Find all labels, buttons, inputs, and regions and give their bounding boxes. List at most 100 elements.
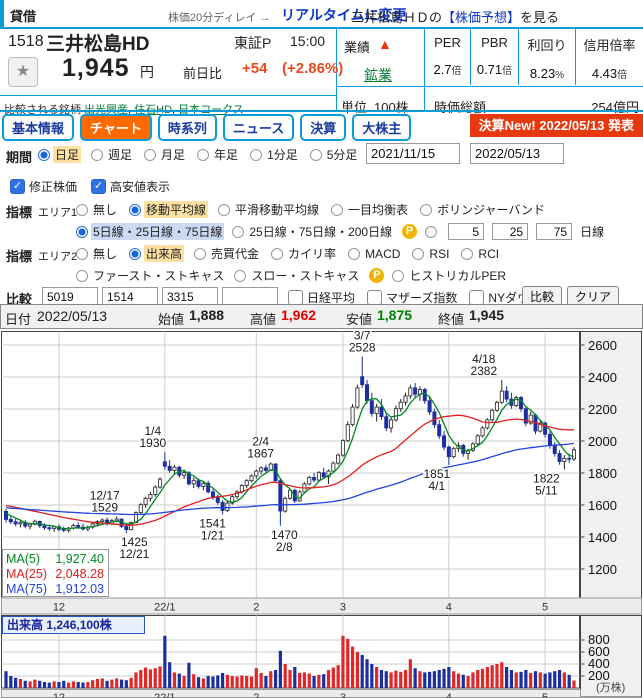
earnings-news-banner[interactable]: 決算New! 2022/05/13 発表 — [469, 114, 643, 137]
radio-ファースト・ストキャス[interactable]: ファースト・ストキャス — [76, 267, 226, 284]
tab-基本情報[interactable]: 基本情報 — [2, 114, 75, 141]
radio-無し[interactable]: 無し — [76, 201, 119, 218]
checkbox-NYダウ[interactable]: ✓NYダウ — [469, 289, 529, 306]
period-options: 日足 週足 月足 年足 1分足 5分足 — [38, 146, 359, 163]
checkbox-高安値表示[interactable]: ✓ 高安値表示 — [91, 178, 170, 195]
radio-circle-icon — [38, 148, 50, 161]
radio-1分足[interactable]: 1分足 — [250, 146, 300, 163]
radio-MACD[interactable]: MACD — [348, 247, 402, 261]
ohlc-bar: 日付 2022/05/13 始値 1,888 高値 1,962 安値 1,875… — [0, 304, 643, 329]
premium-icon: P — [402, 224, 418, 239]
compare-code-input-3[interactable] — [162, 287, 218, 306]
checkbox-日経平均[interactable]: ✓ 日経平均 — [288, 289, 355, 306]
checkbox-icon: ✓ — [288, 290, 303, 305]
radio-label: 週足 — [108, 148, 133, 162]
svg-text:800: 800 — [588, 632, 610, 647]
radio-circle-icon — [392, 269, 405, 282]
realtime-link[interactable]: リアルタイムに変更 — [281, 7, 407, 23]
radio-label: ファースト・ストキャス — [93, 269, 225, 283]
svg-text:1470: 1470 — [271, 528, 298, 542]
radio-label: 日足 — [53, 146, 82, 163]
time-label: 15:00 — [290, 33, 326, 49]
compare-code-input-4[interactable] — [222, 287, 278, 306]
tab-ニュース[interactable]: ニュース — [222, 114, 295, 141]
radio-label: ヒストリカルPER — [409, 269, 507, 283]
svg-text:1930: 1930 — [139, 436, 166, 450]
radio-ヒストリカルPER[interactable]: ヒストリカルPER — [392, 267, 508, 284]
radio-年足[interactable]: 年足 — [197, 146, 240, 163]
radio-スロー・ストキャス[interactable]: スロー・ストキャス — [234, 267, 361, 284]
checkbox-icon: ✓ — [469, 290, 485, 305]
radio-label: RSI — [429, 246, 450, 261]
radio-無し[interactable]: 無し — [76, 245, 119, 262]
svg-text:1400: 1400 — [588, 530, 617, 545]
radio-5分足[interactable]: 5分足 — [309, 146, 360, 163]
sector-link[interactable]: 鉱業 — [364, 67, 392, 83]
indicator-area1-label: エリア1 — [38, 207, 78, 219]
radio-月足[interactable]: 月足 — [144, 146, 187, 163]
date-to-input[interactable] — [470, 143, 564, 164]
radio-売買代金[interactable]: 売買代金 — [194, 245, 261, 262]
radio-circle-icon — [76, 203, 88, 216]
svg-text:200: 200 — [588, 668, 610, 683]
tab-大株主[interactable]: 大株主 — [352, 114, 412, 141]
radio-label: 出来高 — [144, 245, 185, 262]
radio-出来高[interactable]: 出来高 — [129, 245, 185, 262]
radio-circle-icon — [76, 225, 88, 238]
radio-circle-icon — [331, 203, 344, 216]
radio-circle-icon — [412, 247, 425, 260]
stat-PER: PER 2.7倍 — [425, 29, 471, 85]
stat-利回り: 利回り 8.23% — [519, 29, 576, 85]
radio-label: ボリンジャーバンド — [437, 203, 545, 217]
top-strip: 貸借 株価20分ディレイ → リアルタイムに変更 三井松島ＨＤの【株価予想】を見… — [0, 0, 643, 29]
svg-text:22/1: 22/1 — [154, 602, 175, 614]
ma-custom-input-2[interactable] — [492, 223, 529, 240]
clear-button[interactable]: クリア — [567, 286, 620, 307]
tab-チャート[interactable]: チャート — [80, 114, 152, 141]
svg-text:2600: 2600 — [588, 338, 617, 353]
stock-code: 1518 — [8, 33, 44, 50]
sector-perf-label: 業績 — [344, 40, 371, 55]
radio-25日線・75日線・200日線[interactable]: 25日線・75日線・200日線 — [232, 223, 394, 240]
radio-カイリ率[interactable]: カイリ率 — [271, 245, 338, 262]
ma-custom-input-3[interactable] — [536, 223, 573, 240]
compare-button[interactable]: 比較 — [522, 286, 563, 307]
forecast-link[interactable]: 【株価予想】 — [442, 10, 521, 25]
date-from-input[interactable] — [366, 143, 460, 164]
radio-circle-icon — [309, 148, 322, 161]
radio-週足[interactable]: 週足 — [91, 146, 134, 163]
ohlc-low-label: 安値 — [346, 312, 373, 327]
tab-決算[interactable]: 決算 — [300, 114, 347, 141]
radio-label: 1分足 — [267, 148, 298, 162]
radio-RCI[interactable]: RCI — [461, 247, 501, 261]
radio-一目均衡表[interactable]: 一目均衡表 — [331, 201, 410, 218]
svg-text:1867: 1867 — [247, 446, 274, 460]
ma-custom-input-1[interactable] — [448, 223, 485, 240]
svg-text:400: 400 — [588, 656, 610, 671]
valuation-stats: PER 2.7倍 PBR 0.71倍 利回り 8.23% 信用倍率 4.43倍 — [425, 29, 643, 85]
radio-ボリンジャーバンド[interactable]: ボリンジャーバンド — [420, 201, 547, 218]
favorite-star-button[interactable]: ★ — [8, 57, 38, 87]
period-label: 期間 — [6, 150, 33, 165]
accent-bar — [0, 0, 4, 27]
radio-日足[interactable]: 日足 — [38, 146, 82, 163]
tab-時系列[interactable]: 時系列 — [157, 114, 217, 141]
radio-RSI[interactable]: RSI — [412, 247, 451, 261]
stock-name: 三井松島HD — [46, 34, 150, 55]
radio-custom[interactable] — [425, 225, 440, 238]
radio-label: 無し — [93, 247, 118, 261]
radio-移動平均線[interactable]: 移動平均線 — [129, 201, 209, 218]
radio-平滑移動平均線[interactable]: 平滑移動平均線 — [218, 201, 321, 218]
svg-text:1200: 1200 — [588, 562, 617, 577]
radio-label: RCI — [478, 246, 500, 261]
svg-text:(万株): (万株) — [596, 680, 625, 694]
svg-text:4: 4 — [446, 692, 452, 698]
checkbox-修正株価[interactable]: ✓ 修正株価 — [10, 178, 77, 195]
radio-circle-icon — [250, 148, 263, 161]
stat-信用倍率: 信用倍率 4.43倍 — [583, 38, 636, 81]
svg-text:12: 12 — [53, 692, 65, 698]
forecast-line: 三井松島ＨＤの【株価予想】を見る — [351, 7, 559, 26]
radio-5日線・25日線・75日線[interactable]: 5日線・25日線・75日線 — [76, 223, 225, 240]
svg-text:2200: 2200 — [588, 402, 617, 417]
